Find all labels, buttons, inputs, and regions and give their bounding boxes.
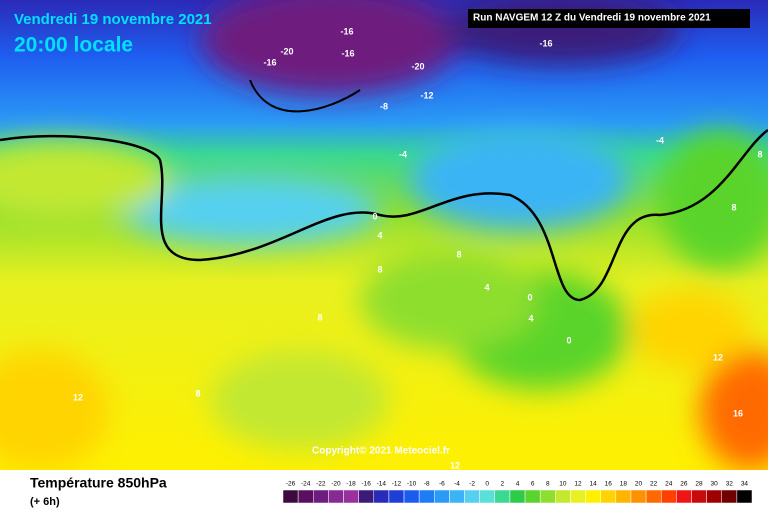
- contour-label: -16: [539, 38, 552, 48]
- colorbar-label: 32: [726, 481, 734, 488]
- date-title: Vendredi 19 novembre 2021: [14, 11, 212, 28]
- colorbar-label: -6: [439, 481, 445, 488]
- colorbar-label: -2: [469, 481, 475, 488]
- contour-label: 12: [73, 392, 83, 402]
- colorbar-label: 16: [605, 481, 613, 488]
- contour-label: 0: [372, 211, 377, 221]
- contour-label: 4: [377, 230, 382, 240]
- colorbar-swatch: [434, 489, 450, 504]
- colorbar-label: -8: [424, 481, 430, 488]
- colorbar-swatch: [630, 489, 647, 504]
- footer-title: Température 850hPa: [30, 475, 167, 491]
- colorbar-swatch: [615, 489, 632, 504]
- contour-label: -20: [280, 46, 293, 56]
- colorbar-swatch: [449, 489, 465, 504]
- contour-label: 8: [757, 149, 762, 159]
- colorbar-swatch: [464, 489, 480, 504]
- contour-label: 8: [731, 202, 736, 212]
- colorbar-label: -4: [454, 481, 460, 488]
- contour-label: 16: [733, 408, 743, 418]
- contour-label: -20: [411, 61, 424, 71]
- contour-labels: -16-16-20-16 -20-12-16-8-4-40488404088128…: [73, 26, 763, 470]
- contour-label: -16: [340, 26, 353, 36]
- colorbar-label: 20: [635, 481, 643, 488]
- colorbar-label: 6: [531, 481, 535, 488]
- colorbar-swatch: [373, 489, 390, 504]
- contour-label: 8: [377, 264, 382, 274]
- contour-label: 12: [450, 460, 460, 470]
- contour-label: -16: [341, 48, 354, 58]
- colorbar-label: -14: [377, 481, 387, 488]
- contour-label: -8: [380, 101, 388, 111]
- contour-label: 4: [528, 313, 533, 323]
- colorbar-swatch: [539, 489, 556, 504]
- colorbar-swatch: [509, 489, 526, 504]
- colorbar-swatch: [570, 489, 586, 504]
- colorbar-label: 4: [516, 481, 520, 488]
- colorbar-label: 26: [680, 481, 688, 488]
- contour-label: 4: [484, 282, 489, 292]
- colorbar-swatch: [676, 489, 692, 504]
- colorbar-swatch: [313, 489, 329, 504]
- colorbar-swatch: [691, 489, 707, 504]
- colorbar-swatch: [585, 489, 601, 504]
- contour-label: 8: [456, 249, 461, 259]
- colorbar-swatch: [328, 489, 344, 504]
- colorbar-label: -10: [407, 481, 417, 488]
- colorbar-swatch: [524, 489, 541, 504]
- contour-label: -12: [420, 90, 433, 100]
- colorbar-label: 12: [574, 481, 582, 488]
- colorbar-label: 30: [711, 481, 719, 488]
- colorbar-swatch: [645, 489, 662, 504]
- colorbar-swatch: [358, 489, 375, 504]
- colorbar-label: 34: [741, 481, 749, 488]
- map-field: [0, 0, 768, 470]
- colorbar-label: 28: [695, 481, 703, 488]
- colorbar-swatch: [600, 489, 617, 504]
- colorbar-label: 8: [546, 481, 550, 488]
- contour-label: 0: [566, 335, 571, 345]
- colorbar-swatch: [388, 489, 405, 504]
- colorbar-swatch: [297, 489, 314, 504]
- colorbar-swatch: [403, 489, 420, 504]
- copyright: Copyright© 2021 Meteociel.fr: [312, 446, 450, 457]
- run-info: Run NAVGEM 12 Z du Vendredi 19 novembre …: [473, 13, 711, 24]
- contour-label: -4: [656, 135, 664, 145]
- contour-label: 8: [317, 312, 322, 322]
- colorbar-label: 14: [590, 481, 598, 488]
- colorbar-label: 0: [485, 481, 489, 488]
- colorbar-label: -18: [346, 481, 356, 488]
- contour-label: 8: [195, 388, 200, 398]
- colorbar-swatch: [418, 489, 435, 504]
- colorbar: -26 -24 -22 -20 -18 -16 -14 -12 -10 -8 -6 -4 -2 0 2 4 6 8…: [282, 481, 753, 504]
- colorbar-swatch: [660, 489, 677, 504]
- colorbar-label: 10: [559, 481, 567, 488]
- contour-label: -16: [263, 57, 276, 67]
- colorbar-label: 2: [501, 481, 505, 488]
- colorbar-label: -16: [362, 481, 372, 488]
- colorbar-label: 18: [620, 481, 628, 488]
- time-title: 20:00 locale: [14, 34, 133, 57]
- colorbar-swatch: [494, 489, 511, 504]
- footer-subtitle: (+ 6h): [30, 496, 60, 508]
- colorbar-swatch: [479, 489, 496, 504]
- contour-label: 12: [713, 352, 723, 362]
- colorbar-label: -24: [301, 481, 311, 488]
- colorbar-label: 22: [650, 481, 658, 488]
- colorbar-swatch: [555, 489, 571, 504]
- run-box: [468, 9, 750, 28]
- colorbar-label: -20: [331, 481, 341, 488]
- contour-label: 0: [527, 292, 532, 302]
- colorbar-label: 24: [665, 481, 673, 488]
- colorbar-swatch: [282, 489, 299, 504]
- colorbar-swatch: [736, 489, 753, 504]
- colorbar-swatch: [706, 489, 722, 504]
- colorbar-swatch: [721, 489, 738, 504]
- colorbar-swatch: [343, 489, 359, 504]
- colorbar-label: -12: [392, 481, 402, 488]
- colorbar-label: -26: [286, 481, 296, 488]
- contour-label: -4: [399, 149, 407, 159]
- colorbar-label: -22: [316, 481, 326, 488]
